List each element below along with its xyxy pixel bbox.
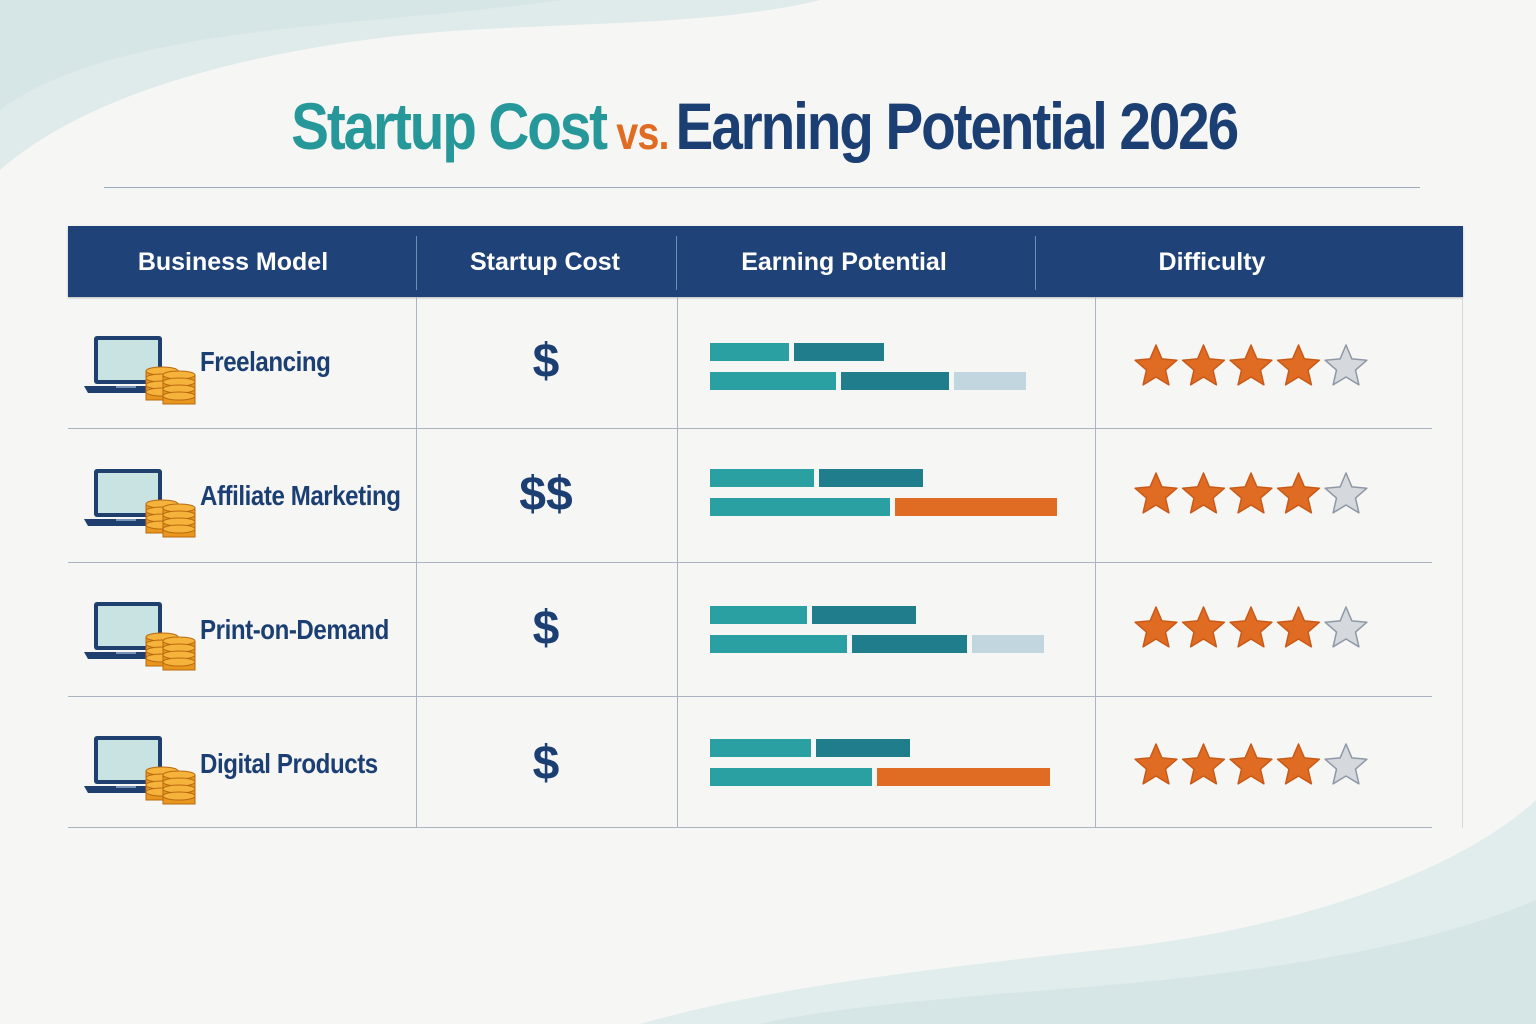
header-business-model: Business Model [137, 248, 329, 276]
earning-bar-segment [710, 469, 814, 487]
table-header: Business Model Startup Cost Earning Pote… [68, 226, 1463, 297]
header-startup-cost: Startup Cost [470, 248, 620, 276]
star-filled-icon [1276, 606, 1321, 648]
earning-bar-segment [852, 635, 967, 653]
star-empty-icon [1324, 472, 1368, 514]
header-separator [676, 236, 677, 290]
business-model-name: Print-on-Demand [200, 614, 389, 645]
earning-bar-segment [877, 768, 1050, 786]
star-empty-icon [1324, 743, 1368, 785]
table-right-edge [1462, 297, 1463, 828]
star-filled-icon [1181, 743, 1226, 785]
earning-bar-segment [816, 739, 910, 757]
earning-bar-segment [710, 635, 847, 653]
star-filled-icon [1134, 472, 1178, 514]
header-separator [416, 236, 417, 290]
earning-bar-segment [819, 469, 923, 487]
title-part-earning-potential: Earning Potential 2026 [675, 89, 1240, 163]
difficulty-stars [1134, 743, 1368, 785]
star-filled-icon [1229, 743, 1273, 785]
startup-cost-value: $$ [519, 468, 573, 521]
earning-bar-segment [710, 739, 811, 757]
star-empty-icon [1324, 344, 1368, 386]
earning-bar-segment [972, 635, 1044, 653]
business-model-name: Freelancing [200, 346, 331, 377]
star-empty-icon [1324, 606, 1368, 648]
earning-bar-segment [710, 372, 836, 390]
header-difficulty: Difficulty [1158, 248, 1266, 276]
startup-cost-value: $ [532, 602, 560, 655]
laptop-coins-icon [84, 602, 196, 671]
title-part-startup-cost: Startup Cost [291, 89, 608, 163]
laptop-coins-icon [84, 336, 196, 405]
earning-bar-segment [954, 372, 1026, 390]
header-earning-potential: Earning Potential [741, 248, 947, 276]
laptop-coins-icon [84, 736, 196, 805]
star-filled-icon [1229, 472, 1273, 514]
startup-cost-value: $ [532, 737, 560, 790]
star-filled-icon [1229, 606, 1273, 648]
star-filled-icon [1181, 606, 1226, 648]
page-title: Startup Cost vs. Earning Potential 2026 [104, 88, 1425, 164]
business-model-name: Affiliate Marketing [200, 480, 401, 511]
star-filled-icon [1276, 344, 1321, 386]
star-filled-icon [1134, 743, 1178, 785]
star-filled-icon [1276, 472, 1321, 514]
star-filled-icon [1276, 743, 1321, 785]
earning-bar-segment [710, 606, 807, 624]
row-divider [68, 562, 1432, 563]
title-part-vs: vs. [616, 107, 669, 159]
startup-cost-value: $ [532, 335, 560, 388]
star-filled-icon [1134, 606, 1178, 648]
earning-bar-segment [710, 498, 890, 516]
header-separator [1035, 236, 1036, 290]
earning-bar-segment [812, 606, 916, 624]
earning-bar-segment [895, 498, 1057, 516]
title-divider [104, 187, 1420, 188]
laptop-coins-icon [84, 469, 196, 538]
row-divider [68, 696, 1432, 697]
row-divider [68, 428, 1432, 429]
difficulty-stars [1134, 344, 1368, 386]
star-filled-icon [1229, 344, 1273, 386]
star-filled-icon [1181, 344, 1226, 386]
star-filled-icon [1134, 344, 1178, 386]
business-model-name: Digital Products [200, 748, 378, 779]
earning-bar-segment [710, 343, 789, 361]
earning-bar-segment [841, 372, 949, 390]
difficulty-stars [1134, 472, 1368, 514]
difficulty-stars [1134, 606, 1368, 648]
earning-bar-segment [794, 343, 884, 361]
table-bottom-border [68, 827, 1432, 828]
earning-bar-segment [710, 768, 872, 786]
star-filled-icon [1181, 472, 1226, 514]
